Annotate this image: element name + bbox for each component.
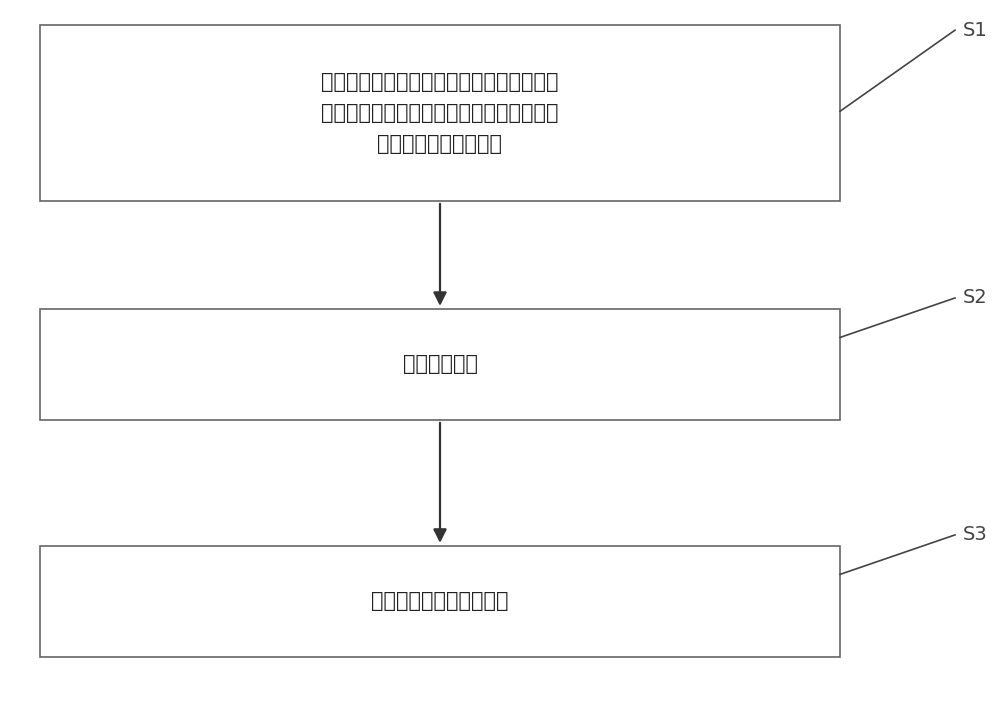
Text: 在变形缝两侧主体结构上确定监测点位置，
清理主体结构表面的装修层及附属物，露出
主体结构中的构件主体: 在变形缝两侧主体结构上确定监测点位置， 清理主体结构表面的装修层及附属物，露出 …: [321, 72, 559, 154]
Text: S2: S2: [963, 289, 988, 307]
Text: 安装监测装置: 安装监测装置: [402, 355, 478, 374]
Text: S3: S3: [963, 526, 988, 544]
Text: S1: S1: [963, 21, 988, 39]
Text: 采集数据并进行数据处理: 采集数据并进行数据处理: [371, 592, 509, 611]
